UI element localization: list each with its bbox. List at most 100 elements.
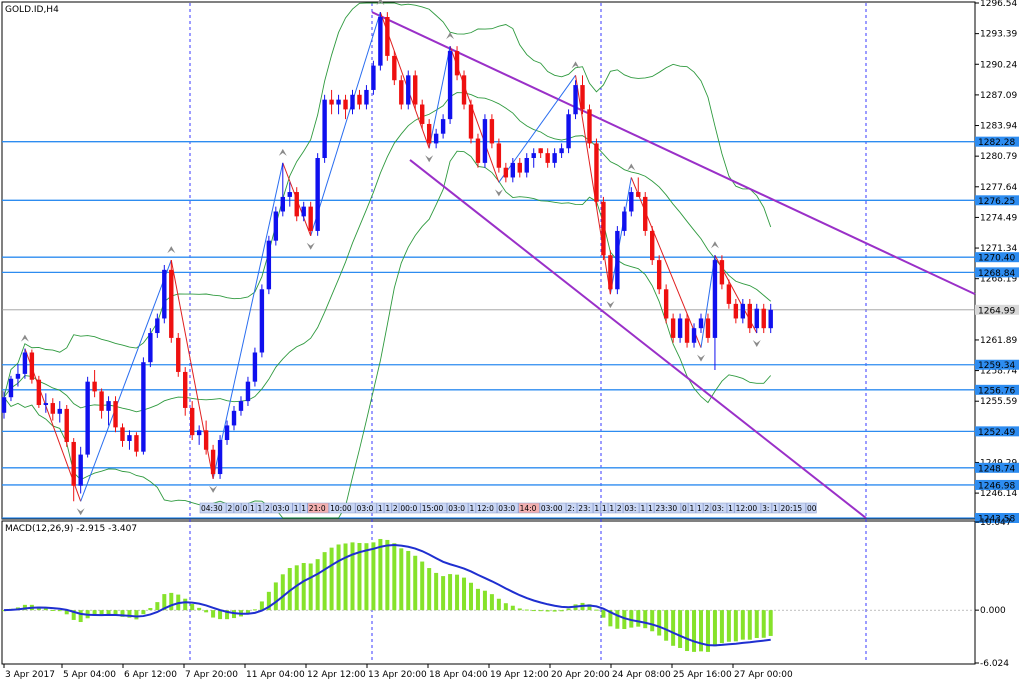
candle-body: [85, 381, 90, 455]
time-tick-label: 27 Apr 00:00: [734, 670, 793, 680]
candle-body: [566, 114, 571, 149]
macd-histogram-bar: [489, 594, 494, 611]
time-strip-box: [248, 502, 257, 514]
fractal-down-arrow: [606, 301, 615, 309]
price-tick-label: 1287.09: [980, 91, 1017, 101]
time-strip-box: [710, 502, 727, 514]
time-strip-label: 1: [294, 504, 299, 513]
time-strip-box: [805, 502, 817, 514]
candle-body: [517, 162, 522, 173]
macd-histogram-bar: [50, 609, 55, 611]
time-tick-label: 5 Apr 04:00: [63, 670, 116, 680]
fractal-down-arrow: [76, 508, 85, 516]
macd-histogram-bar: [78, 610, 83, 623]
candle-body: [482, 119, 488, 163]
price-tick-label: 1280.79: [980, 152, 1017, 162]
macd-histogram-bar: [643, 610, 648, 629]
time-strip-label: 03:00: [541, 504, 563, 513]
zigzag-segment: [212, 162, 284, 480]
level-price-label: 1282.28: [978, 138, 1015, 148]
zigzag-segment: [80, 259, 172, 502]
candle-body: [134, 435, 139, 452]
horizontal-levels: [2, 141, 975, 519]
time-strip-box: [654, 502, 681, 514]
time-strip-box: [608, 502, 616, 514]
zigzag-segment: [630, 177, 702, 348]
time-strip-label: 00:0: [400, 504, 417, 513]
fractal-up-arrow: [710, 241, 719, 249]
time-strip-label: 2: [265, 504, 270, 513]
time-strip-label: 1: [470, 504, 475, 513]
time-tick-label: 18 Apr 04:00: [429, 670, 488, 680]
time-strip-label: 21:0: [309, 504, 326, 513]
time-strip-box: [623, 502, 640, 514]
price-tick-label: 1261.89: [980, 336, 1017, 346]
time-strip-label: 14:0: [520, 504, 537, 513]
candle-body: [426, 123, 432, 144]
candle-body: [440, 119, 446, 134]
macd-histogram-bar: [740, 610, 745, 640]
time-strip-label: 23:30: [656, 504, 678, 513]
channel-upper-line: [371, 11, 976, 296]
level-price-label: 1252.49: [978, 428, 1015, 438]
time-strip-label: 23:: [578, 504, 590, 513]
time-tick-label: 11 Apr 04:00: [246, 670, 305, 680]
macd-histogram-bar: [406, 550, 411, 611]
macd-histogram-bar: [343, 543, 348, 611]
candle-body: [294, 192, 299, 217]
time-strip-label: 1: [697, 504, 702, 513]
macd-histogram-bar: [685, 610, 690, 652]
macd-histogram-bar: [64, 610, 69, 615]
time-strip-label: 0: [243, 504, 248, 513]
macd-histogram-bar: [455, 574, 460, 611]
macd-histogram-bar: [329, 547, 334, 611]
time-strip-box: [497, 502, 519, 514]
candle-body: [622, 211, 627, 231]
macd-histogram-bar: [517, 608, 522, 611]
macd-histogram-bar: [169, 592, 174, 611]
macd-histogram-bar: [615, 610, 620, 629]
time-strip-label: 1: [641, 504, 646, 513]
zigzag-segment: [700, 255, 716, 348]
macd-histogram-bar: [225, 610, 230, 620]
candle-body: [350, 94, 355, 110]
time-tick-label: 13 Apr 20:00: [368, 670, 427, 680]
time-tick-label: 24 Apr 08:00: [612, 670, 671, 680]
candle-body: [120, 427, 125, 441]
macd-histogram-bar: [413, 555, 418, 611]
channel-lower-line: [409, 159, 867, 519]
macd-histogram-bar: [71, 610, 76, 620]
time-strip-label: 2:: [567, 504, 574, 513]
time-strip-label: 2: [393, 504, 398, 513]
candle-body: [155, 318, 160, 334]
time-strip-label: 03:0: [498, 504, 515, 513]
time-strip-box: [593, 502, 601, 514]
candle-body: [259, 289, 265, 353]
level-price-label: 1248.74: [978, 464, 1015, 474]
macd-histogram-bar: [218, 610, 223, 620]
macd-histogram-bar: [559, 610, 564, 612]
macd-histogram-bar: [350, 542, 355, 611]
time-strip-label: 1: [594, 504, 599, 513]
candle-body: [148, 333, 153, 363]
fractal-down-arrow: [306, 242, 315, 250]
candle-body: [510, 162, 516, 178]
macd-histogram-bar: [538, 610, 543, 612]
candle-body: [608, 255, 613, 290]
macd-histogram-bar: [434, 572, 439, 611]
macd-histogram-bar: [190, 603, 195, 611]
candle-body: [210, 449, 216, 475]
macd-histogram-bar: [385, 539, 390, 611]
time-strip-box: [376, 502, 385, 514]
time-strip-box: [420, 502, 447, 514]
fractal-up-arrow: [167, 246, 176, 254]
candle-body: [531, 153, 536, 159]
candle-body: [273, 211, 279, 241]
candles: [1, 12, 773, 502]
candle-body: [684, 318, 690, 343]
macd-histogram-bar: [420, 561, 425, 611]
macd-histogram-bar: [155, 602, 160, 611]
macd-histogram-bar: [294, 565, 299, 611]
time-strip-box: [328, 502, 356, 514]
macd-histogram-bar: [448, 574, 453, 611]
